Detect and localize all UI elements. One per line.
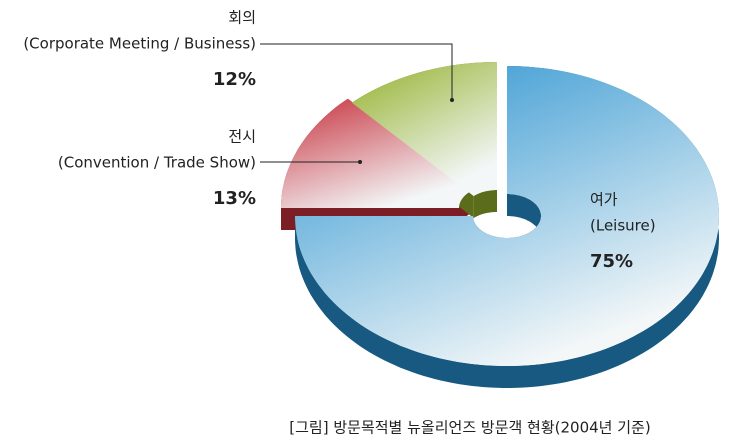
slice-inner-side [473, 190, 497, 218]
slice-label-detail: (Corporate Meeting / Business) [23, 35, 256, 53]
leader-dot [358, 160, 362, 164]
slice [281, 98, 470, 208]
slice-label-detail: (Leisure) [590, 217, 656, 235]
slice-label: 여가 [590, 191, 618, 209]
leader-dot [450, 98, 454, 102]
slice [295, 66, 719, 366]
value-label: 75% [590, 251, 633, 272]
value-label: 12% [213, 69, 256, 90]
slice-label: 전시 [228, 128, 256, 146]
chart-caption: [그림] 방문목적별 뉴올리언즈 방문객 현황(2004년 기준) [289, 419, 650, 437]
slice-label: 회의 [228, 9, 256, 27]
value-label: 13% [213, 188, 256, 209]
leader-line [260, 43, 453, 100]
slice [351, 62, 497, 196]
slice-label-detail: (Convention / Trade Show) [58, 154, 256, 172]
